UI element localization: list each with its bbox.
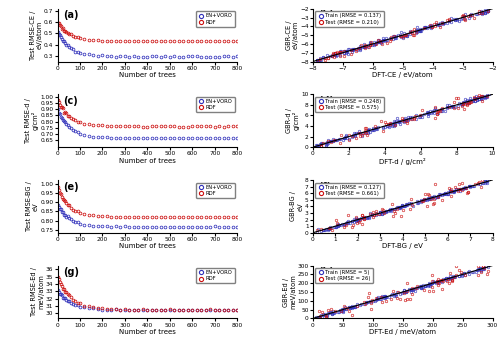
Legend: Train (RMSE = 0.248), Test (RMSE = 0.575): Train (RMSE = 0.248), Test (RMSE = 0.575… — [316, 97, 384, 112]
Legend: EN+VORO, RDF: EN+VORO, RDF — [196, 11, 234, 26]
Y-axis label: GBR-Ed /
meV/atom: GBR-Ed / meV/atom — [283, 275, 296, 309]
Text: (d): (d) — [318, 96, 334, 106]
Text: (f): (f) — [318, 182, 332, 191]
X-axis label: DFT-BG / eV: DFT-BG / eV — [382, 243, 423, 250]
Legend: EN+VORO, RDF: EN+VORO, RDF — [196, 183, 234, 198]
X-axis label: DFT-d / g/cm²: DFT-d / g/cm² — [379, 158, 426, 165]
X-axis label: DFT-Ed / meV/atom: DFT-Ed / meV/atom — [369, 329, 436, 335]
Y-axis label: Test RMSE-CE /
eV/atom: Test RMSE-CE / eV/atom — [30, 10, 43, 60]
Y-axis label: GBR-d /
g/cm²: GBR-d / g/cm² — [286, 108, 300, 133]
X-axis label: Number of trees: Number of trees — [119, 158, 176, 164]
Y-axis label: GBR-CE /
eV/atom: GBR-CE / eV/atom — [286, 21, 298, 50]
Legend: Train (RMSE = 0.127), Test (RMSE = 0.661): Train (RMSE = 0.127), Test (RMSE = 0.661… — [316, 183, 384, 198]
Text: (g): (g) — [63, 267, 79, 277]
Y-axis label: Test RMSE-Ed /
meV/atom: Test RMSE-Ed / meV/atom — [32, 268, 44, 316]
Legend: Train (RMSE = 5), Test (RMSE = 26): Train (RMSE = 5), Test (RMSE = 26) — [316, 268, 373, 284]
X-axis label: DFT-CE / eV/atom: DFT-CE / eV/atom — [372, 72, 433, 78]
Y-axis label: GBR-BG /
eV: GBR-BG / eV — [290, 191, 304, 221]
Text: (e): (e) — [63, 182, 78, 191]
X-axis label: Number of trees: Number of trees — [119, 329, 176, 335]
Y-axis label: Test RMSE-d /
g/cm²: Test RMSE-d / g/cm² — [24, 98, 39, 143]
Text: (c): (c) — [63, 96, 78, 106]
Legend: EN+VORO, RDF: EN+VORO, RDF — [196, 97, 234, 112]
Text: (a): (a) — [63, 10, 78, 20]
Legend: EN+VORO, RDF: EN+VORO, RDF — [196, 268, 234, 284]
X-axis label: Number of trees: Number of trees — [119, 243, 176, 250]
Legend: Train (RMSE = 0.137), Test (RMSE = 0.210): Train (RMSE = 0.137), Test (RMSE = 0.210… — [316, 11, 384, 26]
Text: (b): (b) — [318, 10, 334, 20]
X-axis label: Number of trees: Number of trees — [119, 72, 176, 78]
Text: (h): (h) — [318, 267, 334, 277]
Y-axis label: Test RMSE-BG /
eV: Test RMSE-BG / eV — [26, 181, 39, 231]
